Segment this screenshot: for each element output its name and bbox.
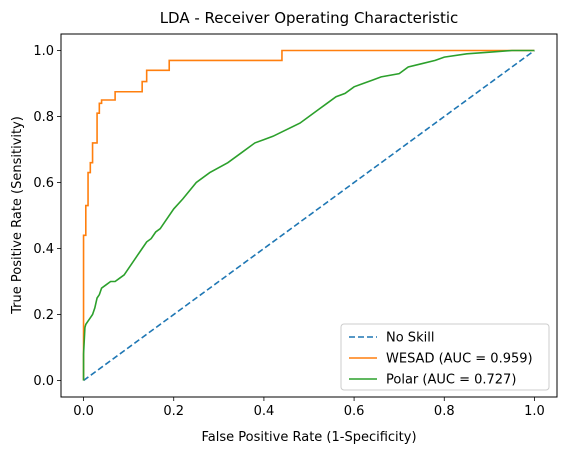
legend-box <box>340 323 550 391</box>
x-tick-label: 0.8 <box>434 404 455 419</box>
plot-frame <box>60 33 558 398</box>
x-tick-label: 0.0 <box>73 404 94 419</box>
x-tick-label: 1.0 <box>524 404 545 419</box>
x-tick-label: 0.2 <box>163 404 184 419</box>
y-tick-label: 0.2 <box>33 308 54 323</box>
series-line-polar <box>82 49 535 381</box>
series-line-no-skill <box>83 49 535 382</box>
chart-title: LDA - Receiver Operating Characteristic <box>160 9 459 27</box>
y-tick-label: 0.4 <box>33 242 54 257</box>
y-tick-label: 0.0 <box>33 374 54 389</box>
y-axis-label: True Positive Rate (Sensitivity) <box>10 116 25 315</box>
series-line-wesad <box>82 49 535 381</box>
y-tick-label: 1.0 <box>33 44 54 59</box>
x-axis-ticks: 0.0 0.2 0.4 0.6 0.8 1.0 <box>73 397 545 419</box>
x-axis-label: False Positive Rate (1-Specificity) <box>201 430 416 445</box>
legend-label: No Skill <box>386 331 434 346</box>
legend-label: WESAD (AUC = 0.959) <box>386 352 533 367</box>
x-tick-label: 0.4 <box>254 404 275 419</box>
y-tick-label: 0.6 <box>33 176 54 191</box>
y-axis-ticks: 0.0 0.2 0.4 0.6 0.8 1.0 <box>33 44 61 389</box>
y-tick-label: 0.8 <box>33 110 54 125</box>
x-tick-label: 0.6 <box>344 404 365 419</box>
series-layer <box>82 49 535 382</box>
legend: No Skill WESAD (AUC = 0.959) Polar (AUC = … <box>340 323 550 391</box>
legend-label: Polar (AUC = 0.727) <box>386 373 516 388</box>
